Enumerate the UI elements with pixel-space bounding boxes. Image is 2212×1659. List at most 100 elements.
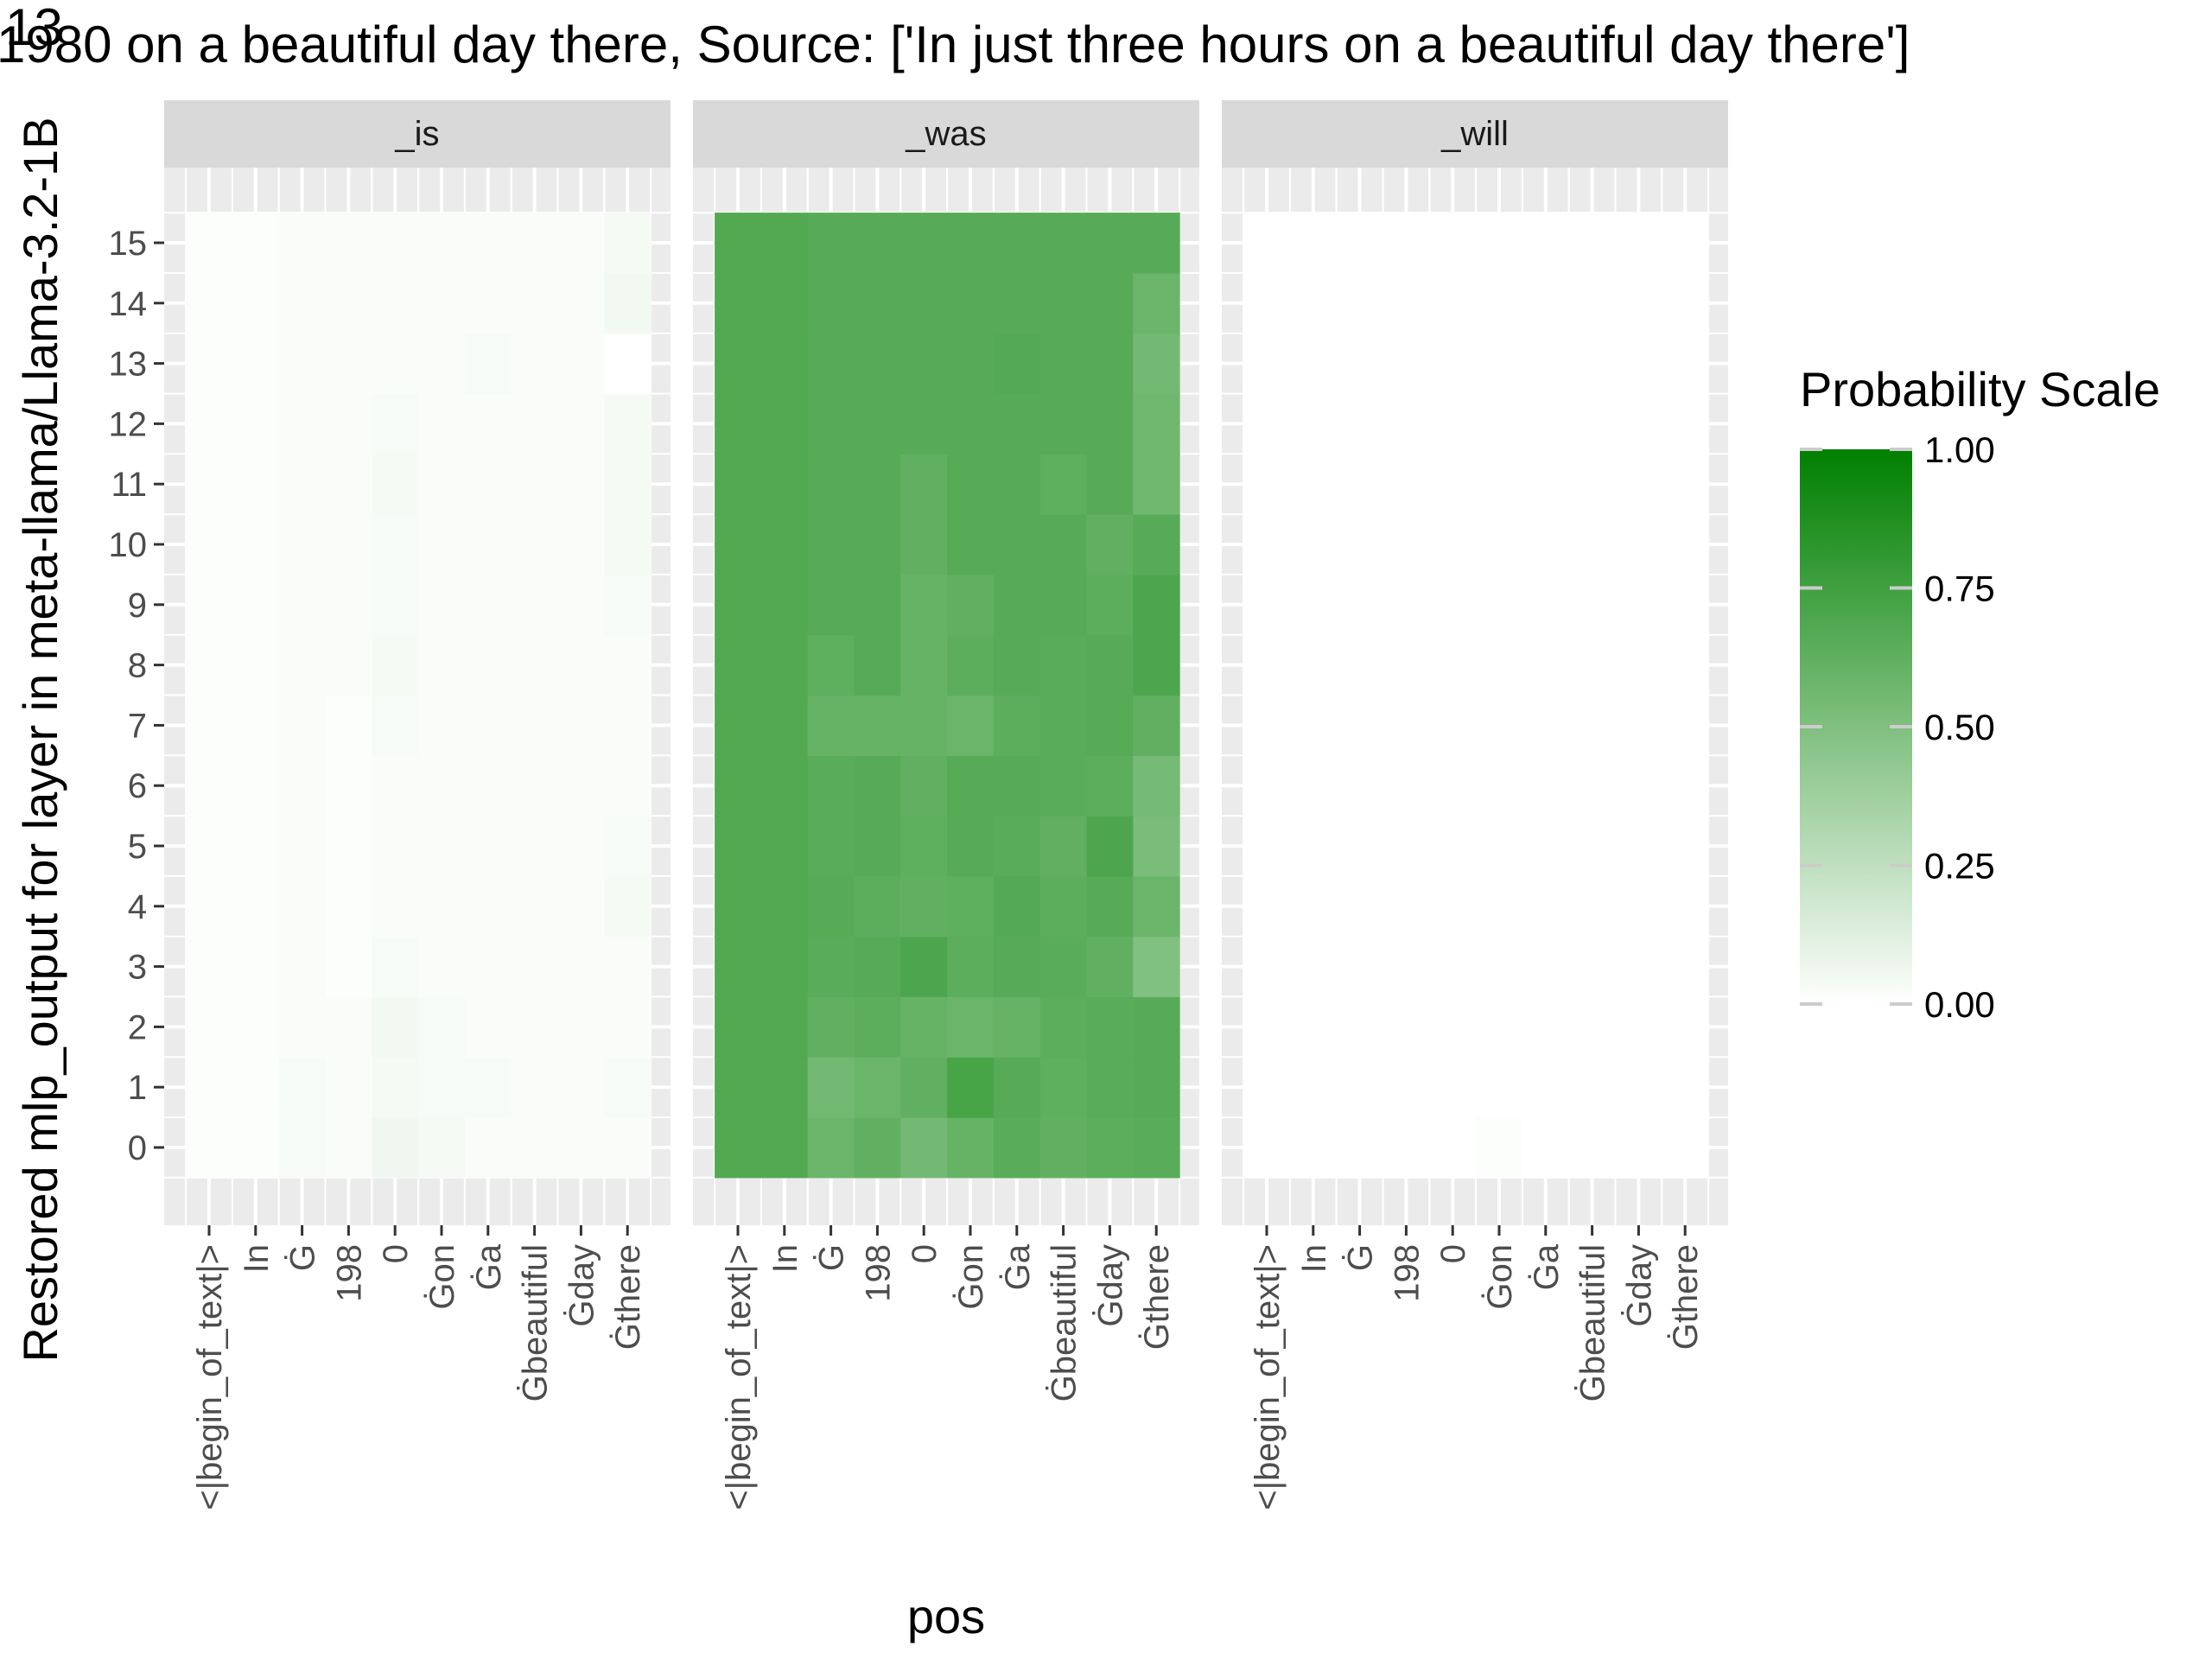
heatmap-tiles (186, 213, 652, 1179)
heatmap-cell (1568, 1117, 1617, 1179)
heatmap-cell (1336, 1117, 1384, 1179)
heatmap-cell (1086, 695, 1134, 756)
heatmap-cell (947, 1117, 995, 1179)
heatmap-cell (993, 454, 1041, 515)
heatmap-cell (372, 393, 419, 454)
heatmap-cell (1568, 875, 1617, 938)
heatmap-cell (1615, 875, 1662, 938)
heatmap-cell (1382, 936, 1430, 998)
heatmap-cell (325, 454, 372, 515)
x-tick-label: Ġday (1090, 1244, 1129, 1327)
heatmap-cell (418, 996, 466, 1058)
heatmap-cell (557, 996, 605, 1058)
heatmap-cell (900, 1117, 948, 1179)
heatmap-cell (1086, 213, 1134, 274)
heatmap-cell (1086, 272, 1134, 334)
heatmap-cell (1289, 213, 1338, 274)
heatmap-cell (947, 1057, 995, 1118)
heatmap-cell (278, 1057, 327, 1118)
heatmap-cell (604, 393, 652, 454)
heatmap-cell (807, 755, 855, 817)
heatmap-cell (186, 936, 233, 998)
heatmap-cell (947, 755, 995, 817)
heatmap-cell (372, 996, 419, 1058)
heatmap-cell (557, 393, 605, 454)
heatmap-cell (1289, 875, 1338, 938)
heatmap-cell (1429, 1057, 1477, 1118)
heatmap-cell (278, 272, 327, 334)
x-tick-label: Ġbeautiful (1573, 1244, 1612, 1402)
heatmap-cell (900, 213, 948, 274)
heatmap-cell (372, 213, 419, 274)
heatmap-cell (464, 1117, 512, 1179)
heatmap-cell (1336, 393, 1384, 454)
heatmap-cell (278, 936, 327, 998)
heatmap-cell (993, 1057, 1041, 1118)
heatmap-cell (1568, 695, 1617, 756)
heatmap-cell (1133, 695, 1180, 756)
heatmap-cell (604, 213, 652, 274)
heatmap-cell (760, 213, 809, 274)
x-tick-label: Ġa (1527, 1243, 1566, 1290)
heatmap-cell (760, 634, 809, 696)
legend-tick-label: 0.50 (1924, 707, 1995, 747)
heatmap-cell (1133, 333, 1180, 395)
x-tick-label: Ġa (998, 1243, 1037, 1290)
heatmap-cell (993, 393, 1041, 454)
heatmap-cell (418, 936, 466, 998)
heatmap-cell (993, 574, 1041, 636)
heatmap-cell (807, 1117, 855, 1179)
heatmap-cell (278, 574, 327, 636)
heatmap-cell (604, 695, 652, 756)
heatmap-cell (232, 816, 280, 877)
heatmap-cell (464, 1057, 512, 1118)
heatmap-cell (900, 875, 948, 938)
heatmap-cell (715, 1117, 762, 1179)
heatmap-cell (947, 514, 995, 575)
heatmap-cell (715, 514, 762, 575)
heatmap-cell (1662, 1117, 1709, 1179)
heatmap-cell (1476, 213, 1523, 274)
heatmap-tiles (715, 213, 1180, 1179)
heatmap-cell (1243, 272, 1291, 334)
heatmap-cell (372, 272, 419, 334)
heatmap-cell (278, 1117, 327, 1179)
heatmap-cell (1243, 1057, 1291, 1118)
heatmap-cell (1289, 514, 1338, 575)
heatmap-cell (1133, 213, 1180, 274)
heatmap-cell (947, 936, 995, 998)
heatmap-cell (1522, 454, 1570, 515)
heatmap-cell (278, 875, 327, 938)
facet-panels: _is<|begin_of_text|> In Ġ 198 0 Ġon Ġa Ġbeautif… (164, 100, 1728, 1510)
x-tick-label: <|begin_of_text|> (191, 1244, 229, 1510)
heatmap-cell (1615, 454, 1662, 515)
facet-strip-label: _will (1440, 115, 1509, 153)
legend: Probability Scale 0.00 0.25 0.50 0.75 1.00 (1800, 362, 2160, 1025)
heatmap-cell (1086, 574, 1134, 636)
heatmap-cell (418, 1057, 466, 1118)
heatmap-cell (604, 634, 652, 696)
heatmap-cell (807, 454, 855, 515)
heatmap-cell (511, 393, 559, 454)
heatmap-cell (947, 213, 995, 274)
x-tick-label: In (766, 1244, 804, 1273)
heatmap-cell (1086, 514, 1134, 575)
y-tick-label: 9 (128, 587, 147, 625)
heatmap-cell (604, 755, 652, 817)
heatmap-cell (1039, 634, 1088, 696)
heatmap-cell (1039, 695, 1088, 756)
heatmap-cell (325, 574, 372, 636)
heatmap-cell (807, 272, 855, 334)
heatmap-cell (1522, 514, 1570, 575)
heatmap-cell (1522, 695, 1570, 756)
heatmap-cell (1662, 514, 1709, 575)
heatmap-cell (1429, 816, 1477, 877)
heatmap-cell (900, 1057, 948, 1118)
heatmap-cell (232, 213, 280, 274)
x-tick-label: In (238, 1244, 276, 1273)
heatmap-cell (604, 1117, 652, 1179)
heatmap-cell (372, 875, 419, 938)
heatmap-cell (1615, 213, 1662, 274)
heatmap-cell (760, 454, 809, 515)
